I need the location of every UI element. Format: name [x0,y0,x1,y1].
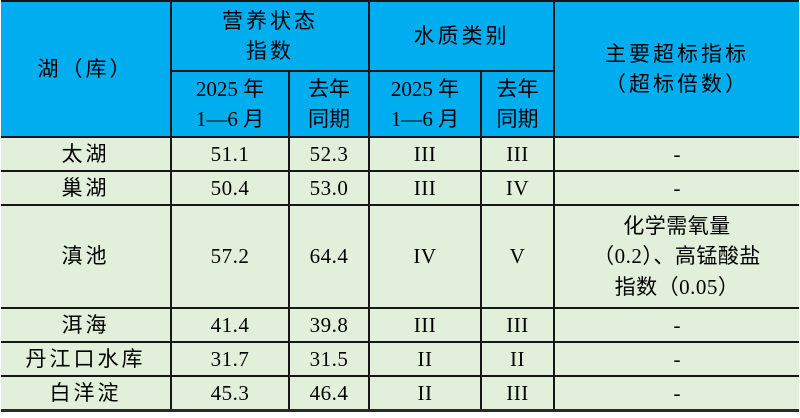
header-quality-period-current: 2025 年 1—6 月 [368,70,482,138]
wq-last-cell: IV [480,170,555,206]
wq-current-cell: III [368,307,482,343]
ti-last-cell: 64.4 [288,204,370,309]
lake-name-cell: 丹江口水库 [1,341,172,377]
lake-name-cell: 白洋淀 [1,375,172,411]
exceed-cell: - [553,307,799,343]
wq-current-cell: II [368,341,482,377]
ti-last-cell: 46.4 [288,375,370,411]
header-nutrition-period-current: 2025 年 1—6 月 [171,70,290,138]
table-row: 丹江口水库 31.7 31.5 II II - [1,341,799,377]
ti-current-cell: 31.7 [170,341,290,377]
ti-current-cell: 45.3 [170,375,290,411]
exceed-cell: - [553,375,799,411]
ti-current-cell: 57.2 [170,204,290,309]
header-nutrition-group: 营养状态 指数 [170,0,370,72]
ti-last-cell: 52.3 [288,136,370,172]
wq-current-cell: III [368,136,482,172]
header-nutrition-period-last: 去年 同期 [288,70,370,138]
header-quality-period-last: 去年 同期 [480,70,554,138]
lake-name-cell: 洱海 [1,307,172,343]
wq-current-cell: IV [368,204,482,309]
ti-last-cell: 39.8 [288,307,370,343]
exceed-cell: - [553,136,799,172]
table-row: 太湖 51.1 52.3 III III - [1,136,799,172]
ti-last-cell: 31.5 [288,341,370,377]
ti-current-cell: 41.4 [170,307,290,343]
exceed-cell: - [553,341,799,377]
table-row: 白洋淀 45.3 46.4 II III - [1,375,799,411]
ti-current-cell: 50.4 [170,170,290,206]
table-row: 洱海 41.4 39.8 III III - [1,307,799,343]
wq-last-cell: III [480,136,555,172]
lake-name-cell: 太湖 [1,136,172,172]
table-row: 滇池 57.2 64.4 IV V 化学需氧量 （0.2）、高锰酸盐 指数（0.… [1,204,799,309]
header-lake: 湖（库） [1,0,172,138]
exceed-cell: - [553,170,799,206]
wq-last-cell: V [480,204,555,309]
wq-last-cell: III [480,307,555,343]
wq-last-cell: II [480,341,555,377]
exceed-cell: 化学需氧量 （0.2）、高锰酸盐 指数（0.05） [553,204,799,309]
wq-current-cell: III [368,170,482,206]
wq-current-cell: II [368,375,482,411]
header-quality-group: 水质类别 [368,0,555,72]
header-exceed: 主要超标指标 （超标倍数） [553,0,799,138]
ti-current-cell: 51.1 [170,136,290,172]
lake-name-cell: 巢湖 [1,170,172,206]
ti-last-cell: 53.0 [288,170,370,206]
table-row: 巢湖 50.4 53.0 III IV - [1,170,799,206]
wq-last-cell: III [480,375,555,411]
lake-name-cell: 滇池 [1,204,172,309]
